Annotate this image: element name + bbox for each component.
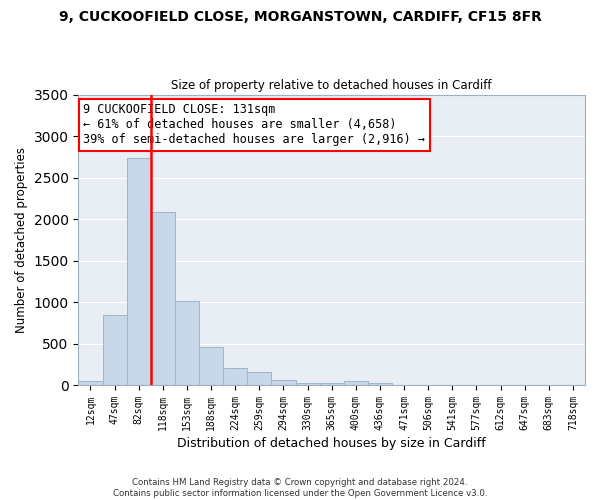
Bar (127, 158, 151, 385)
Text: Contains HM Land Registry data © Crown copyright and database right 2024.
Contai: Contains HM Land Registry data © Crown c… (113, 478, 487, 498)
Title: Size of property relative to detached houses in Cardiff: Size of property relative to detached ho… (172, 79, 492, 92)
Text: 9 CUCKOOFIELD CLOSE: 131sqm
← 61% of detached houses are smaller (4,658)
39% of : 9 CUCKOOFIELD CLOSE: 131sqm ← 61% of det… (83, 104, 425, 146)
Bar (79, 380, 103, 385)
Bar (271, 380, 296, 385)
Bar (151, 212, 175, 385)
X-axis label: Distribution of detached houses by size in Cardiff: Distribution of detached houses by size … (178, 437, 486, 450)
Text: 9, CUCKOOFIELD CLOSE, MORGANSTOWN, CARDIFF, CF15 8FR: 9, CUCKOOFIELD CLOSE, MORGANSTOWN, CARDI… (59, 10, 541, 24)
Bar (199, 348, 223, 385)
Bar (247, 372, 271, 385)
Bar (296, 382, 320, 385)
Bar (175, 301, 199, 385)
Bar (344, 381, 368, 385)
Bar (103, 314, 127, 385)
Bar (368, 383, 392, 385)
Bar (223, 368, 247, 385)
Bar (320, 384, 344, 385)
Y-axis label: Number of detached properties: Number of detached properties (15, 147, 28, 333)
